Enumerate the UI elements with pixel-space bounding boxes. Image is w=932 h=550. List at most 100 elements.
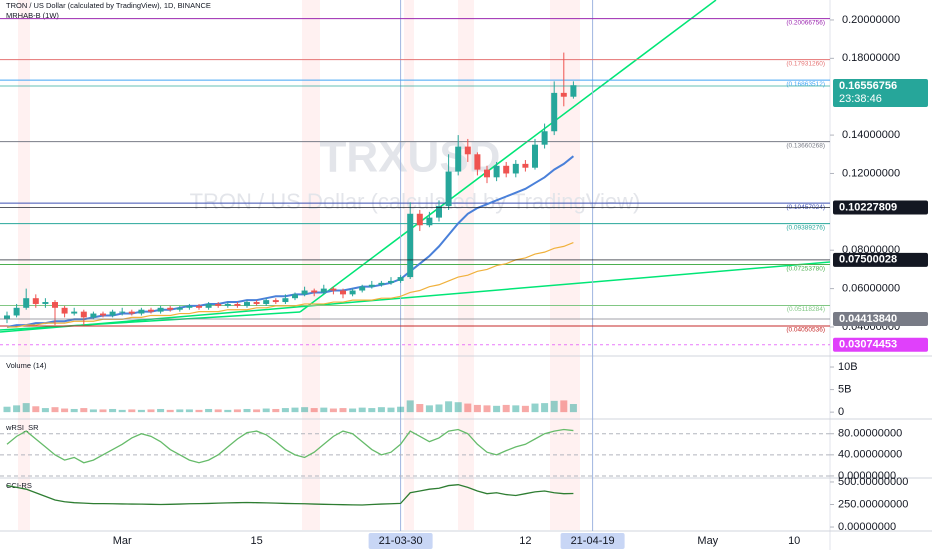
- candle-body: [493, 165, 500, 178]
- y-tick-label: 5B: [838, 383, 851, 395]
- x-tick-label: 21-03-30: [379, 535, 423, 547]
- candle-body: [224, 303, 231, 306]
- volume-bar: [281, 408, 289, 413]
- candle-body: [42, 302, 49, 304]
- candle-body: [128, 311, 135, 314]
- y-tick-label: 0.06000000: [842, 283, 900, 295]
- volume-bar: [214, 409, 222, 413]
- volume-bar: [445, 401, 453, 413]
- volume-bar: [13, 405, 21, 413]
- candle-body: [368, 284, 375, 287]
- candle-body: [560, 92, 567, 97]
- candle-body: [340, 290, 346, 295]
- price-label: 0.16556756: [839, 80, 897, 92]
- candle-body: [253, 302, 260, 304]
- candle-body: [532, 144, 538, 168]
- volume-bar: [51, 407, 59, 413]
- candle-body: [32, 298, 39, 304]
- volume-bar: [397, 406, 405, 413]
- candle-body: [292, 294, 298, 299]
- candle-body: [23, 298, 30, 308]
- candle-body: [157, 307, 164, 312]
- y-tick-label: 0: [838, 406, 844, 418]
- volume-bar: [387, 407, 395, 413]
- candle-body: [474, 154, 481, 170]
- volume-bar: [253, 409, 261, 413]
- candle-body: [455, 146, 462, 172]
- candle-body: [426, 217, 433, 226]
- volume-bar: [272, 408, 280, 413]
- candle-body: [71, 311, 78, 314]
- y-tick-label: 0.18000000: [842, 52, 900, 64]
- candle-body: [80, 311, 87, 318]
- volume-bar: [339, 408, 347, 413]
- volume-bar: [262, 408, 270, 413]
- price-label: 0.04413840: [839, 313, 897, 325]
- volume-bar: [368, 408, 376, 413]
- volume-bar: [541, 403, 549, 413]
- candle-body: [138, 309, 145, 314]
- volume-bar: [224, 409, 232, 413]
- watermark: TRXUSD: [320, 133, 501, 182]
- candle-body: [176, 307, 183, 310]
- candle-body: [13, 307, 20, 316]
- pane-title: wRSI_SR: [5, 423, 39, 432]
- x-tick-label: 15: [250, 535, 262, 547]
- chart-title: TRON / US Dollar (calculated by TradingV…: [6, 1, 211, 10]
- pane-separators: [0, 355, 932, 532]
- candle-body: [205, 303, 212, 308]
- volume-bar: [291, 407, 299, 413]
- price-label-box: [833, 337, 928, 352]
- volume-bar: [32, 406, 40, 413]
- x-tick-label: 12: [519, 535, 531, 547]
- level-label: (0.05118284): [787, 306, 825, 313]
- candle-body: [100, 313, 106, 316]
- level-label: (0.09389276): [786, 224, 825, 231]
- price-label-box: [833, 312, 928, 327]
- y-tick-label: 80.00000000: [838, 428, 902, 440]
- volume-bar: [483, 405, 491, 413]
- y-tick-label: 500.00000000: [838, 476, 908, 488]
- volume-bar: [205, 408, 213, 413]
- candle-body: [484, 169, 490, 178]
- volume-bar: [109, 408, 117, 413]
- volume-bar: [195, 409, 203, 413]
- candle-body: [167, 307, 174, 310]
- level-label: (0.04050536): [786, 327, 825, 334]
- moving-average: [7, 241, 574, 328]
- candle-body: [349, 290, 356, 295]
- candle-body: [503, 165, 510, 174]
- candle-body: [90, 313, 97, 318]
- volume-bar: [416, 404, 424, 413]
- y-tick-label: 0.00000000: [838, 470, 896, 482]
- volume-bar: [329, 408, 337, 413]
- volume-bar: [358, 407, 366, 413]
- indicator-line: [6, 428, 574, 464]
- volume-bar: [531, 403, 539, 413]
- volume-bar: [243, 408, 251, 413]
- volume-bar: [157, 408, 165, 413]
- volume-bar: [425, 405, 433, 413]
- candle-body: [320, 288, 327, 293]
- y-tick-label: 250.00000000: [838, 498, 908, 510]
- volume-bar: [377, 407, 385, 413]
- volume-bar: [89, 409, 97, 413]
- volume-bar: [61, 408, 69, 413]
- candle-body: [215, 303, 222, 306]
- candle-body: [570, 85, 577, 97]
- watermark-subtitle: TRON / US Dollar (calculated by TradingV…: [190, 189, 641, 214]
- candle-body: [282, 298, 289, 303]
- volume-bar: [137, 409, 145, 413]
- volume-bar: [185, 409, 193, 413]
- y-tick-label: 0.00000000: [838, 521, 896, 533]
- candle-body: [464, 146, 471, 155]
- candle-body: [186, 305, 193, 308]
- volume-bar: [233, 409, 241, 413]
- volume-bar: [176, 409, 184, 413]
- y-tick-label: 0.14000000: [842, 129, 900, 141]
- price-label: 0.10227809: [839, 201, 897, 213]
- candle-body: [61, 307, 68, 314]
- volume-bar: [99, 409, 107, 413]
- volume-bar: [301, 407, 309, 413]
